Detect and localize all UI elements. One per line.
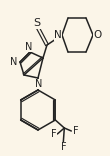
Text: N: N (10, 57, 18, 67)
Text: O: O (94, 30, 102, 40)
Text: S: S (33, 18, 41, 28)
Text: F: F (61, 142, 66, 152)
Text: F: F (50, 129, 56, 139)
Text: N: N (25, 42, 33, 52)
Text: N: N (54, 30, 62, 40)
Text: N: N (35, 79, 43, 89)
Text: F: F (72, 126, 78, 136)
